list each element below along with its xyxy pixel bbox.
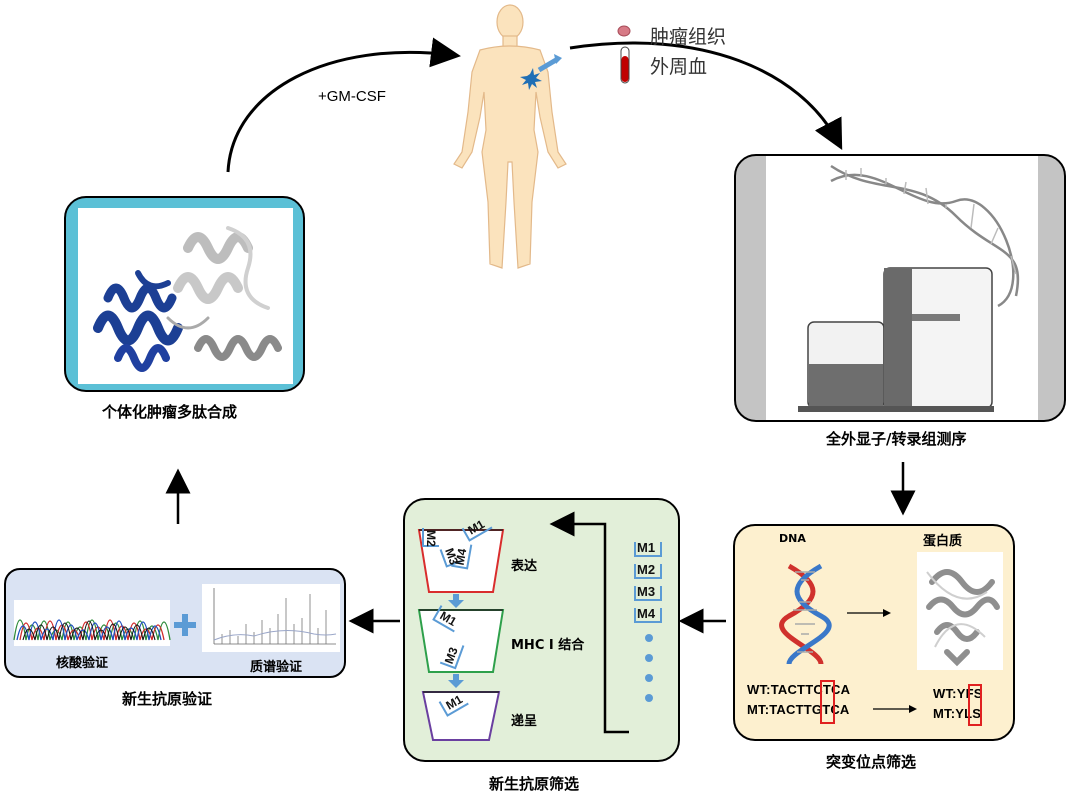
blood-tube-icon bbox=[620, 46, 630, 84]
screening-panel: M1 M2 M3 M4 M1 M3 M1 M1 M2 M3 M4 表达 MHC … bbox=[403, 498, 680, 762]
svg-text:M3: M3 bbox=[442, 546, 461, 567]
mutation-highlight-box bbox=[820, 680, 835, 724]
funnel-down-arrows bbox=[448, 594, 464, 688]
mass-spectrum-image bbox=[202, 584, 340, 652]
step-mhc-label: MHC I 结合 bbox=[511, 638, 585, 653]
protein-structure-image bbox=[78, 208, 293, 384]
dna-to-protein-arrow bbox=[847, 609, 891, 617]
wt-dna-sequence: WT:TACTTCTCA bbox=[747, 682, 851, 697]
arrow-synthesis-to-body bbox=[226, 37, 461, 173]
arrow-body-to-sequencing bbox=[569, 41, 843, 150]
legend-tissue-label: 肿瘤组织 bbox=[650, 26, 727, 48]
protein-highlight-box bbox=[968, 684, 982, 726]
gm-csf-label: +GM-CSF bbox=[318, 88, 386, 105]
svg-text:M2: M2 bbox=[637, 562, 655, 577]
svg-text:M4: M4 bbox=[453, 547, 470, 566]
protein-label: 蛋白质 bbox=[923, 534, 963, 549]
sequencing-caption: 全外显子/转录组测序 bbox=[826, 430, 967, 448]
more-mutations-dots bbox=[645, 634, 653, 702]
mhc-funnel bbox=[417, 609, 505, 673]
validation-caption: 新生抗原验证 bbox=[122, 690, 213, 708]
synthesis-caption: 个体化肿瘤多肽合成 bbox=[102, 403, 238, 421]
syringe-icon bbox=[537, 54, 562, 73]
sequence-translation-arrow bbox=[873, 705, 917, 713]
svg-text:M3: M3 bbox=[637, 584, 655, 599]
mutation-panel: DNA 蛋白质 WT:TACTTCTCA MT:TACTTGTCA bbox=[733, 524, 1015, 741]
dna-label: DNA bbox=[779, 532, 806, 545]
candidate-feedback-arrow bbox=[549, 511, 629, 734]
mutation-caption: 突变位点筛选 bbox=[826, 753, 917, 771]
screening-caption: 新生抗原筛选 bbox=[489, 775, 580, 793]
svg-text:M4: M4 bbox=[637, 606, 656, 621]
plus-icon bbox=[174, 614, 196, 636]
nucleic-acid-validation-label: 核酸验证 bbox=[56, 656, 109, 671]
mass-spec-validation-label: 质谱验证 bbox=[250, 660, 303, 675]
wt-protein-sequence: WT:YFS bbox=[933, 686, 983, 701]
dna-helix-icon bbox=[830, 164, 1020, 308]
screening-funnels: M1 M2 M3 M4 M1 M3 M1 M1 M2 M3 M4 bbox=[417, 511, 662, 741]
sequencing-panel bbox=[734, 154, 1066, 422]
legend-blood-label: 外周血 bbox=[650, 56, 708, 78]
svg-text:M3: M3 bbox=[442, 645, 461, 666]
step-presentation-label: 递呈 bbox=[511, 714, 538, 729]
svg-text:M1: M1 bbox=[637, 540, 655, 555]
synthesis-panel bbox=[64, 196, 305, 392]
sanger-chromatogram-image bbox=[13, 600, 171, 646]
sequencer-machine-image bbox=[798, 164, 1020, 412]
mutation-list: M1 M2 M3 M4 bbox=[634, 540, 662, 623]
human-body-icon bbox=[453, 4, 567, 269]
validation-panel: 核酸验证 质谱验证 bbox=[4, 568, 346, 678]
tissue-icon bbox=[617, 25, 631, 37]
dna-double-helix-icon bbox=[779, 563, 832, 665]
mt-dna-sequence: MT:TACTTGTCA bbox=[747, 702, 850, 717]
protein-3d-image bbox=[917, 552, 1003, 670]
tumor-icon bbox=[520, 68, 542, 90]
step-expression-label: 表达 bbox=[511, 559, 538, 574]
svg-text:M2: M2 bbox=[424, 530, 438, 547]
